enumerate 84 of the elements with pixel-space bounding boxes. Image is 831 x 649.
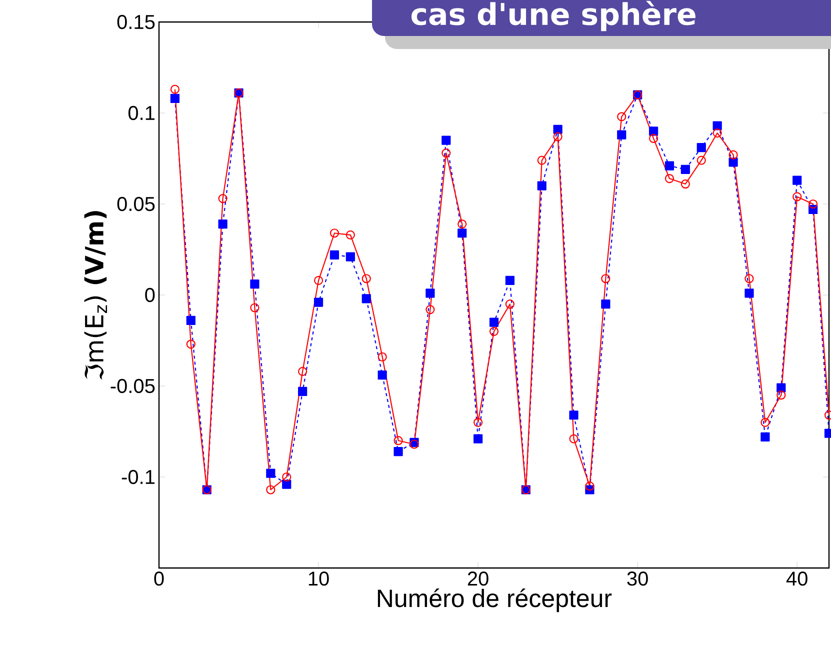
point [394, 436, 403, 446]
y-tick-label: -0.1 [122, 470, 154, 484]
point [728, 150, 738, 160]
point [346, 230, 355, 240]
point [170, 94, 180, 103]
point [298, 366, 308, 376]
point [362, 274, 371, 284]
point [346, 252, 355, 262]
point [808, 199, 818, 209]
point [617, 112, 626, 122]
point [282, 480, 292, 489]
point [648, 126, 658, 136]
point [664, 161, 674, 170]
y-tick-label: 0.1 [128, 106, 154, 120]
point [648, 134, 658, 144]
point [218, 194, 228, 204]
x-tick-label: 20 [468, 572, 488, 586]
x-tick-label: 0 [154, 572, 164, 586]
point [394, 446, 403, 456]
point [569, 434, 578, 444]
point [442, 148, 451, 158]
point [474, 434, 483, 444]
point [314, 276, 324, 285]
point [330, 250, 340, 260]
point [170, 84, 180, 94]
point [585, 482, 594, 491]
point [505, 300, 514, 309]
x-axis-title: Numéro de récepteur [378, 588, 612, 612]
y-tick-label: 0.15 [117, 14, 155, 30]
chart-title: cas d'une sphère [411, 0, 696, 32]
point [505, 276, 514, 285]
point [680, 164, 690, 174]
point [728, 158, 738, 167]
point [266, 485, 276, 494]
point [489, 326, 499, 336]
y-tick-label: -0.05 [110, 378, 155, 394]
point [378, 370, 387, 380]
point [250, 280, 260, 289]
point [553, 124, 562, 134]
point [617, 130, 626, 140]
point [458, 219, 467, 229]
point [442, 136, 451, 145]
point [696, 156, 706, 165]
x-tick-label: 30 [627, 572, 648, 586]
point [298, 386, 308, 396]
point [489, 318, 499, 327]
point [426, 288, 435, 298]
point [314, 298, 324, 307]
point [362, 294, 371, 304]
point [680, 179, 690, 189]
point [712, 128, 722, 138]
point [458, 228, 467, 238]
point [712, 121, 722, 130]
point [760, 418, 770, 427]
point [601, 300, 610, 309]
point [664, 174, 674, 184]
point [760, 432, 770, 442]
x-tick-label: 10 [308, 572, 329, 586]
point [553, 132, 562, 142]
point [282, 472, 292, 482]
y-tick-label: 0.05 [117, 196, 155, 212]
y-axis-title: ℑm(E$_{z}$) (V/m) [84, 211, 108, 380]
point [569, 410, 578, 420]
point [744, 274, 754, 284]
point [250, 303, 260, 312]
point [186, 316, 196, 326]
point [474, 418, 483, 427]
point [218, 219, 228, 229]
x-tick-label: 40 [786, 572, 808, 586]
point [776, 390, 786, 400]
point [537, 181, 546, 190]
point [792, 176, 802, 185]
point [601, 274, 610, 284]
point [266, 468, 276, 478]
point [792, 192, 802, 202]
point [537, 156, 546, 165]
point [426, 305, 435, 314]
point [696, 143, 706, 152]
point [776, 383, 786, 392]
point [744, 288, 754, 298]
y-tick-label: 0 [145, 288, 155, 302]
point [330, 228, 340, 238]
point [378, 352, 387, 362]
point [186, 340, 196, 349]
